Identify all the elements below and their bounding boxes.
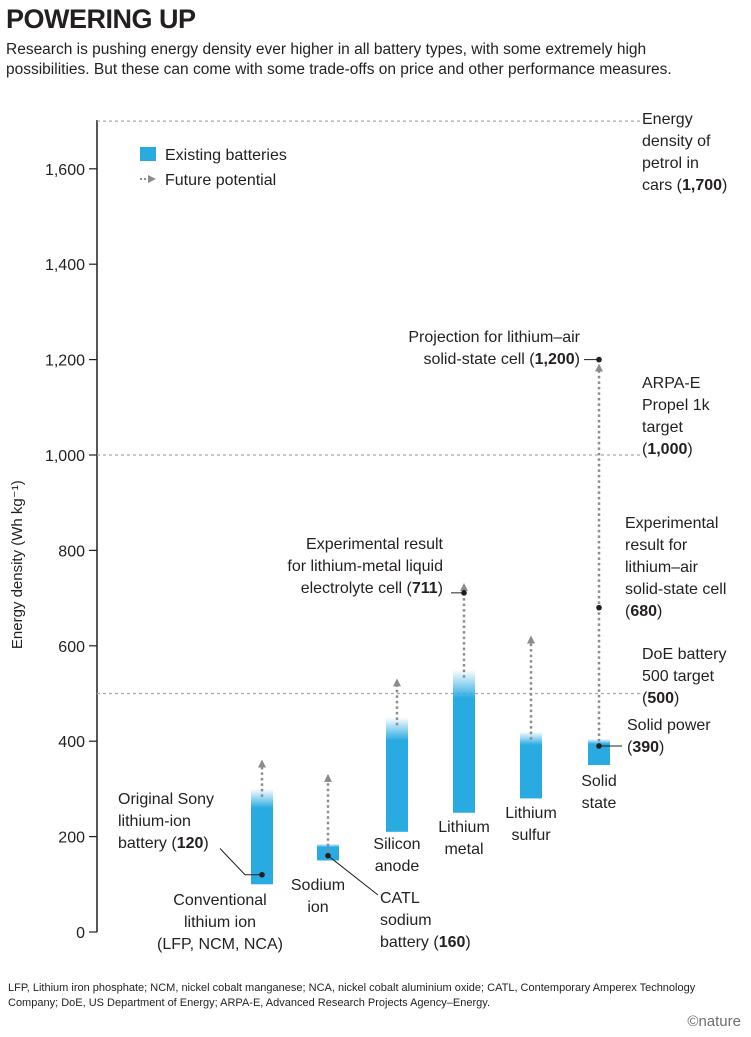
legend-existing-swatch <box>140 147 156 161</box>
category-label: Solid state <box>581 773 617 812</box>
annotation-label: Solid power (390) <box>627 717 711 756</box>
y-tick-label: 200 <box>58 830 85 847</box>
existing-bar <box>520 731 542 799</box>
category-label: Sodium ion <box>291 877 345 916</box>
reference-line-label: ARPA-E Propel 1k target (1,000) <box>642 375 711 458</box>
category-label: Silicon anode <box>373 836 420 875</box>
y-axis-label: Energy density (Wh kg⁻¹) <box>9 480 26 649</box>
y-tick-label: 1,000 <box>45 448 85 465</box>
reference-line-label: Energy density of petrol in cars (1,700) <box>642 111 727 194</box>
existing-bar <box>317 843 339 861</box>
annotation-leader <box>327 855 379 896</box>
category-label: Lithium metal <box>438 819 490 858</box>
annotation-label: Experimental result for lithium–air solid-s… <box>625 515 726 620</box>
annotation-label: CATL sodium battery (160) <box>380 890 471 951</box>
existing-bar <box>588 738 610 766</box>
existing-bar <box>251 788 273 885</box>
category-label: Lithium sulfur <box>505 805 557 844</box>
existing-bar <box>453 669 475 813</box>
y-tick-label: 600 <box>58 639 85 656</box>
category-label: Conventional lithium ion (LFP, NCM, NCA) <box>157 892 283 953</box>
energy-density-chart: 0 200 400 600 800 1,000 1,200 1,400 1,600 Energy … <box>9 111 727 953</box>
y-tick-label: 1,600 <box>45 162 85 179</box>
annotation-label: Original Sony lithium-ion battery (120) <box>118 791 214 852</box>
reference-line-label: DoE battery 500 target (500) <box>642 646 726 707</box>
chart-subtitle: Research is pushing energy density ever … <box>6 41 672 78</box>
y-tick-label: 1,200 <box>45 353 85 370</box>
footnote: LFP, Lithium iron phosphate; NCM, nickel… <box>8 982 696 1009</box>
y-tick-label: 400 <box>58 734 85 751</box>
legend-existing-label: Existing batteries <box>165 147 287 164</box>
credit-logo: ©nature <box>687 1013 741 1030</box>
chart-title: POWERING UP <box>6 4 196 34</box>
annotation-label: Experimental result for lithium-metal liq… <box>287 536 443 597</box>
annotation-leader <box>219 848 262 876</box>
existing-bar <box>386 717 408 832</box>
y-tick-label: 1,400 <box>45 257 85 274</box>
y-tick-label: 800 <box>58 543 85 560</box>
annotation-dot <box>596 604 602 611</box>
y-tick-label: 0 <box>76 925 85 942</box>
legend-future-label: Future potential <box>165 172 276 189</box>
annotation-label: Projection for lithium–air solid-state ce… <box>408 329 580 368</box>
